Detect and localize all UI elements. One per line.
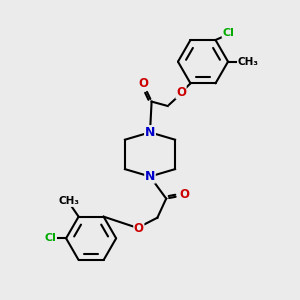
Text: CH₃: CH₃ xyxy=(238,57,259,67)
Text: O: O xyxy=(134,222,144,235)
Text: O: O xyxy=(176,86,186,99)
Text: Cl: Cl xyxy=(44,233,56,243)
Text: N: N xyxy=(145,126,155,139)
Text: O: O xyxy=(139,77,149,90)
Text: CH₃: CH₃ xyxy=(58,196,79,206)
Text: Cl: Cl xyxy=(222,28,234,38)
Text: N: N xyxy=(145,126,155,139)
Text: O: O xyxy=(179,188,190,201)
Text: N: N xyxy=(145,170,155,183)
